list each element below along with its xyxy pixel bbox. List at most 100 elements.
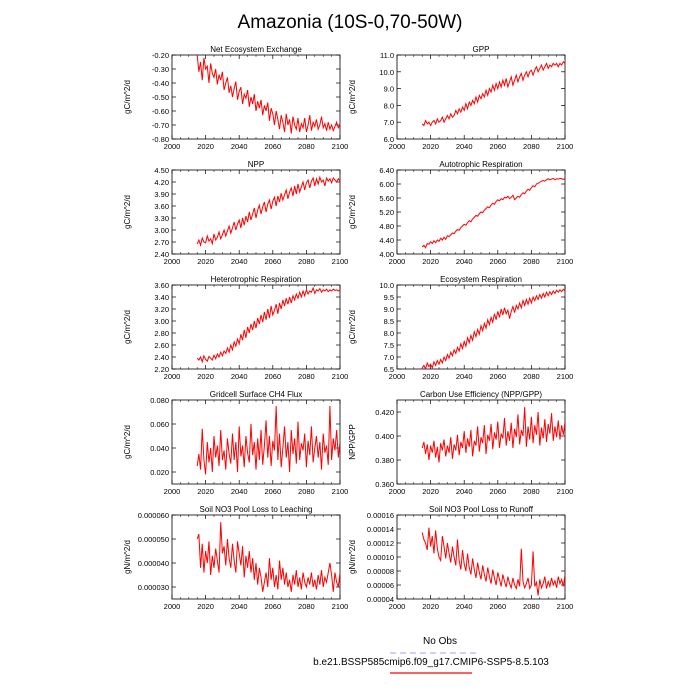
panel-title: Soil NO3 Pool Loss to Leaching [200,505,313,514]
panel-title: Carbon Use Efficiency (NPP/GPP) [420,390,542,399]
x-tick-label: 2060 [489,372,506,381]
x-tick-label: 2080 [523,142,540,151]
panel-npp: NPP gC/m^2/d 4.50 4.20 3.90 3.60 3.30 3.00 2.70 2… [123,160,348,266]
y-tick-label: 4.50 [154,166,169,175]
panel-title: Net Ecosystem Exchange [210,45,302,54]
y-tick-label: 8.0 [384,329,394,338]
x-tick-label: 2080 [298,602,315,611]
y-tick-label: -0.20 [152,51,169,60]
y-tick-label: 3.90 [154,190,169,199]
panel-nee: Net Ecosystem Exchange gC/m^2/d -0.20 -0.30… [123,45,348,151]
x-tick-label: 2020 [422,257,439,266]
panel-leach: Soil NO3 Pool Loss to Leaching gN/m^2/d 0.… [123,505,348,611]
y-tick-label: -0.80 [152,135,169,144]
y-tick-label: 11.0 [380,51,394,60]
x-tick-label: 2060 [264,142,281,151]
series-line-nee [196,55,340,134]
y-tick-label: 0.060 [150,420,169,429]
x-tick-label: 2020 [197,257,214,266]
y-tick-label: 0.020 [150,468,169,477]
y-axis-label: gC/m^2/d [348,310,357,344]
y-tick-label: 7.5 [384,341,394,350]
y-tick-label: 8.0 [384,101,394,110]
y-tick-label: 5.20 [379,208,394,217]
x-tick-label: 2040 [456,257,473,266]
series-line-ar [421,177,565,249]
x-tick-label: 2040 [456,142,473,151]
y-tick-label: 2.60 [154,341,169,350]
x-tick-label: 2080 [298,142,315,151]
x-tick-label: 2100 [332,142,349,151]
y-tick-label: 0.00012 [367,539,394,548]
x-tick-label: 2040 [456,602,473,611]
x-tick-label: 2000 [164,487,181,496]
x-tick-label: 2080 [523,602,540,611]
y-tick-label: 0.000030 [138,583,169,592]
x-tick-label: 2040 [231,372,248,381]
x-tick-label: 2040 [231,142,248,151]
x-tick-label: 2100 [332,602,349,611]
panel-er: Ecosystem Respiration gC/m^2/d 10.0 9.5 9.0 8… [348,275,573,381]
panel-title: Ecosystem Respiration [440,275,522,284]
y-tick-label: 6.5 [384,365,394,374]
x-tick-label: 2000 [389,142,406,151]
panel-runoff: Soil NO3 Pool Loss to Runoff gN/m^2/d 0.00… [348,505,573,611]
series-line-er [421,288,565,369]
x-tick-label: 2000 [389,372,406,381]
panel-ar: Autotrophic Respiration gC/m^2/d 6.40 6.00 5… [348,160,573,266]
y-axis-label: gC/m^2/d [348,80,357,114]
y-tick-label: 2.80 [154,329,169,338]
y-tick-label: 3.20 [154,305,169,314]
x-tick-label: 2060 [264,487,281,496]
panel-title: Heterotrophic Respiration [211,275,302,284]
x-tick-label: 2080 [523,372,540,381]
y-tick-label: 4.20 [154,178,169,187]
y-tick-label: -0.50 [152,93,169,102]
y-tick-label: 2.40 [154,353,169,362]
y-axis-label: gC/m^2/d [123,195,132,229]
y-tick-label: 3.30 [154,214,169,223]
x-tick-label: 2040 [456,487,473,496]
y-axis-label: gC/m^2/d [123,80,132,114]
x-tick-label: 2060 [489,487,506,496]
x-tick-label: 2040 [231,487,248,496]
y-tick-label: 10.0 [379,281,394,290]
y-tick-label: 0.400 [375,432,394,441]
panel-hr: Heterotrophic Respiration gC/m^2/d 3.60 3.4… [123,275,348,381]
panel-grid: Net Ecosystem Exchange gC/m^2/d -0.20 -0.30… [123,45,573,611]
x-tick-label: 2000 [164,142,181,151]
series-line-runoff [421,527,565,596]
x-tick-label: 2000 [164,602,181,611]
y-tick-label: 3.40 [154,293,169,302]
y-tick-label: -0.60 [152,107,169,116]
figure-title: Amazonia (10S-0,70-50W) [238,12,463,33]
x-tick-label: 2060 [264,602,281,611]
x-tick-label: 2000 [389,602,406,611]
series-line-gpp [421,60,565,127]
y-tick-label: 10.0 [379,68,394,77]
series-line-leach [196,522,340,592]
y-tick-label: 2.20 [154,365,169,374]
y-tick-label: 0.00010 [367,553,394,562]
y-tick-label: 0.00014 [367,525,394,534]
x-tick-label: 2020 [422,142,439,151]
y-tick-label: 7.0 [384,353,394,362]
y-axis-label: gC/m^2/d [123,425,132,459]
x-tick-label: 2100 [557,372,574,381]
y-tick-label: 0.000060 [138,511,169,520]
panel-cue: Carbon Use Efficiency (NPP/GPP) NPP/GPP 0.… [348,390,573,496]
y-tick-label: 4.40 [379,236,394,245]
x-tick-label: 2000 [164,372,181,381]
x-tick-label: 2020 [197,487,214,496]
panel-title: GPP [473,45,490,54]
y-tick-label: 0.00006 [367,581,394,590]
x-tick-label: 2000 [389,487,406,496]
plot-frame [171,399,341,485]
y-tick-label: 9.5 [384,293,394,302]
x-tick-label: 2100 [557,487,574,496]
y-tick-label: 3.60 [154,202,169,211]
y-axis-label: gC/m^2/d [348,195,357,229]
y-tick-label: -0.40 [152,79,169,88]
panel-ch4: Gridcell Surface CH4 Flux gC/m^2/d 0.080 0.… [123,390,348,496]
